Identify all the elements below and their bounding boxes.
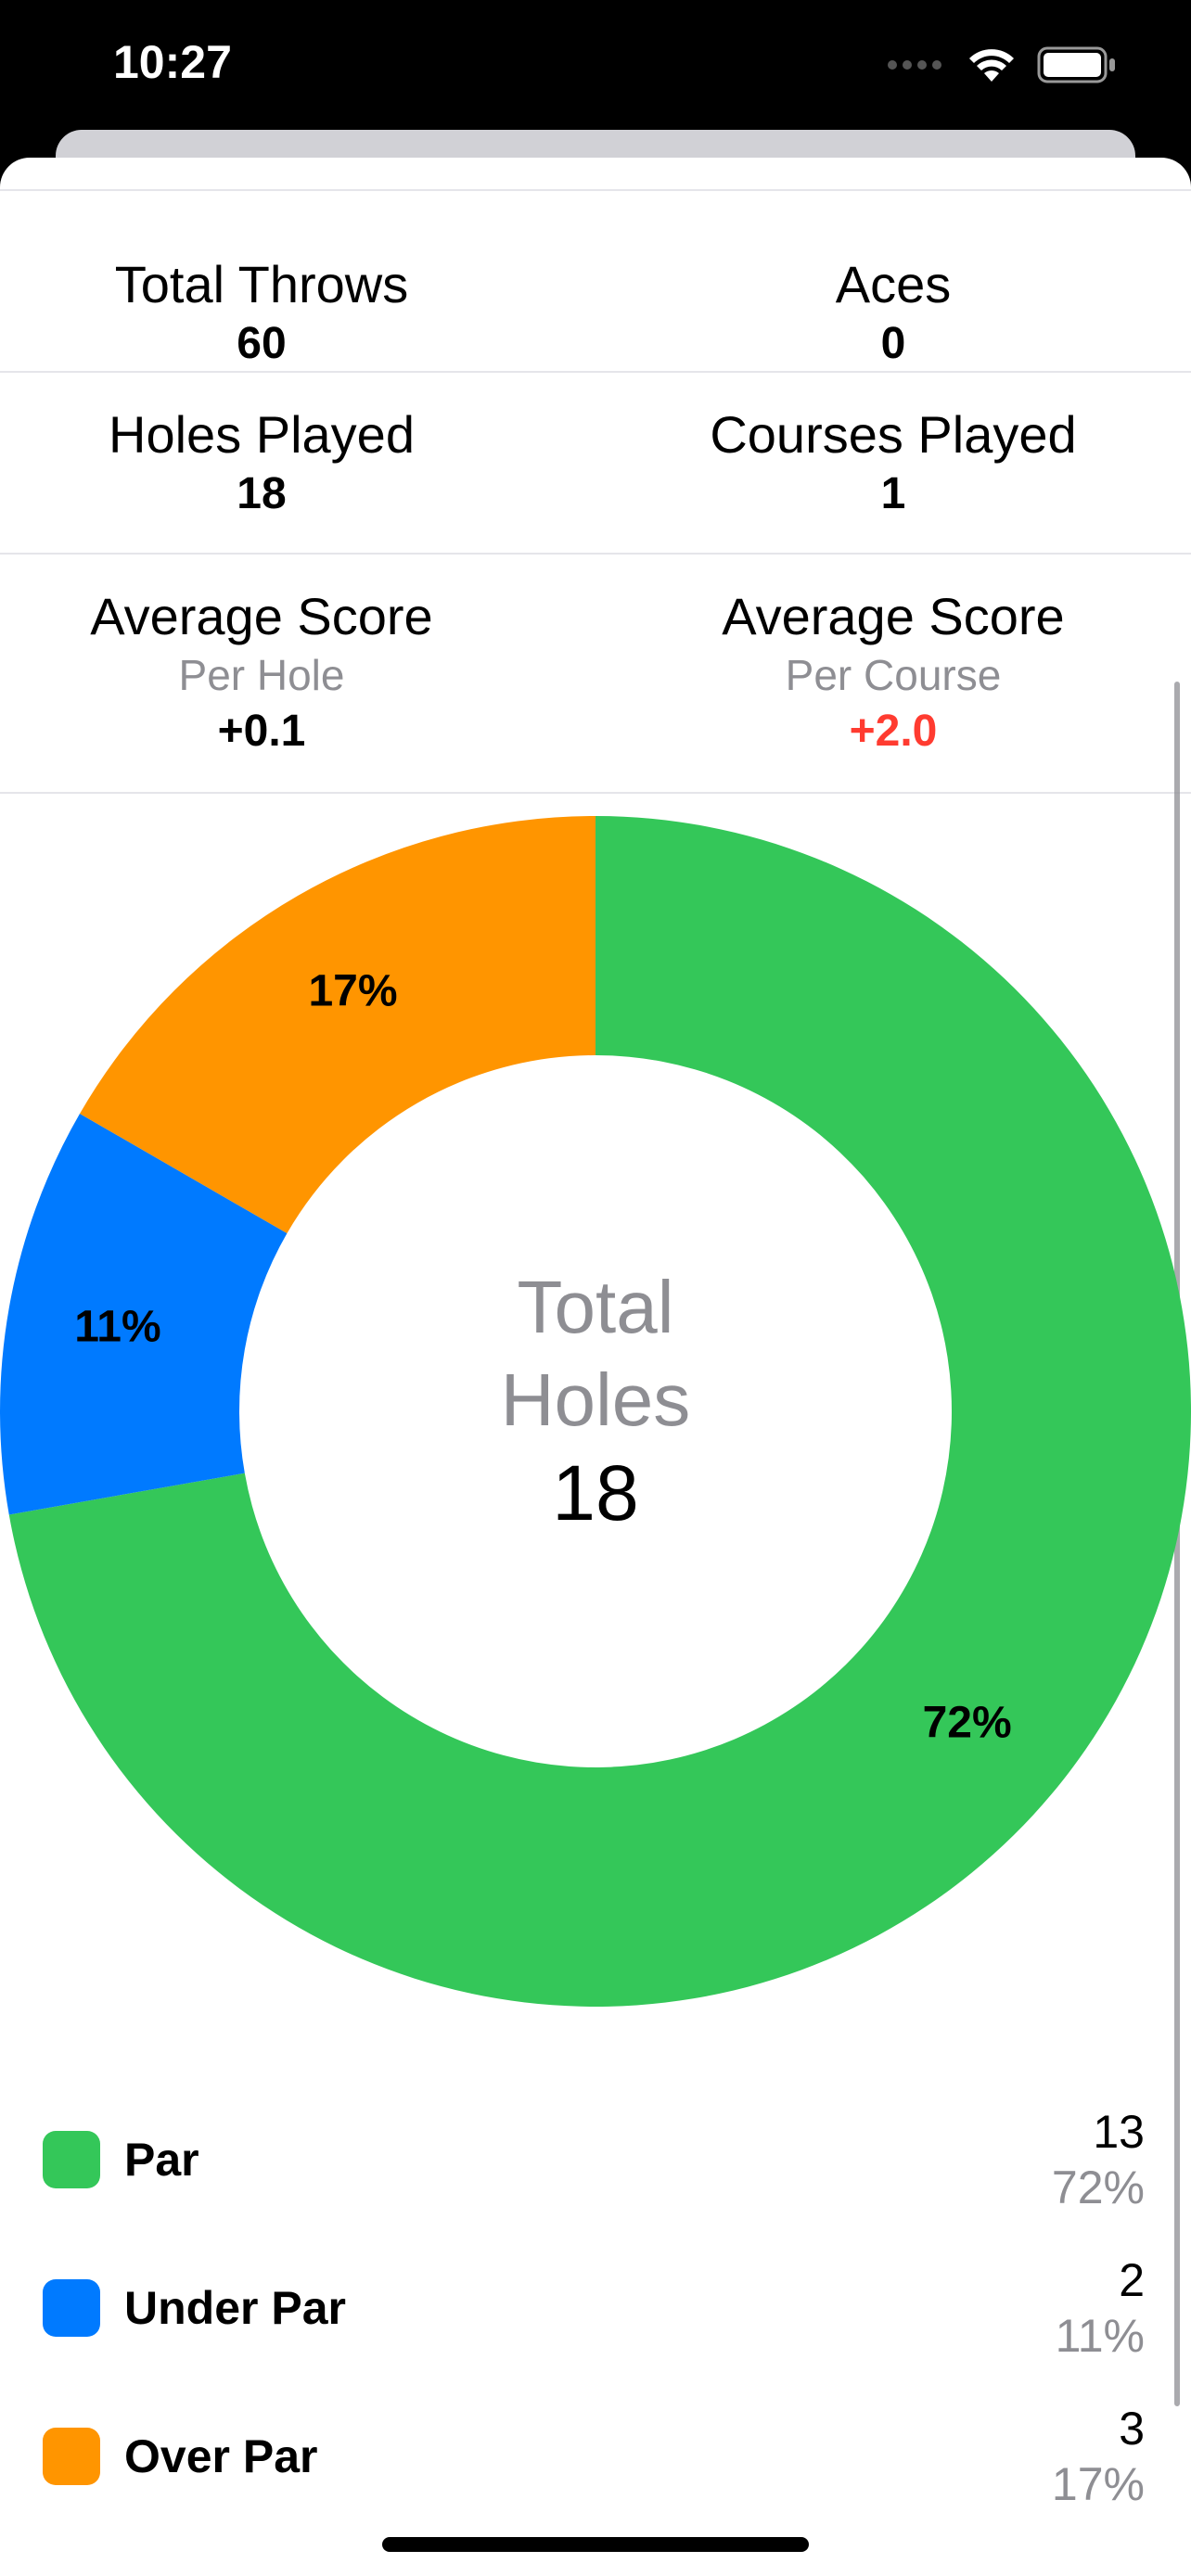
stat-title: Average Score <box>722 587 1065 645</box>
donut-slice-over-par[interactable] <box>80 816 596 1233</box>
donut-chart <box>0 816 1191 2007</box>
stat-value: +2.0 <box>849 707 938 756</box>
stat-title: Aces <box>835 255 952 313</box>
stat-row-averages: Average Score Per Hole +0.1 Average Scor… <box>0 553 1191 794</box>
stat-value: 18 <box>237 469 287 518</box>
stat-title: Courses Played <box>710 405 1077 464</box>
slice-label: 72% <box>922 1698 1012 1748</box>
signal-dots-icon <box>888 60 941 70</box>
legend-row-par: Par 13 72% <box>0 2096 1191 2235</box>
legend-count: 2 <box>1119 2254 1145 2306</box>
stat-value: 60 <box>237 319 287 368</box>
status-bar: 10:27 <box>0 0 1191 148</box>
legend-swatch <box>43 2428 100 2485</box>
center-label-line1: Total <box>517 1266 674 1348</box>
slice-label: 17% <box>308 966 398 1016</box>
battery-icon <box>1037 46 1115 83</box>
home-indicator[interactable] <box>382 2537 809 2552</box>
scroll-indicator[interactable] <box>1174 682 1180 2406</box>
stat-value: 0 <box>880 319 906 368</box>
donut-center: Total Holes 18 <box>410 1261 781 1539</box>
legend-label: Par <box>124 2134 199 2186</box>
stat-value: +0.1 <box>217 707 306 756</box>
wifi-icon <box>969 49 1014 82</box>
legend-percent: 72% <box>1051 2162 1145 2213</box>
status-time: 10:27 <box>113 36 232 88</box>
legend-row-over-par: Over Par 3 17% <box>0 2392 1191 2531</box>
legend-count: 13 <box>1093 2106 1145 2158</box>
stat-title: Total Throws <box>114 255 409 313</box>
center-value: 18 <box>552 1449 639 1537</box>
legend-swatch <box>43 2279 100 2337</box>
donut-slice-par[interactable] <box>8 816 1191 2007</box>
stat-value: 1 <box>880 469 906 518</box>
status-icons <box>887 46 1117 83</box>
stat-avg-per-course: Average Score Per Course +2.0 <box>596 555 1191 792</box>
stat-title: Holes Played <box>109 405 415 464</box>
donut-slice-under-par[interactable] <box>0 1114 288 1515</box>
legend-percent: 11% <box>1055 2310 1145 2362</box>
legend-percent: 17% <box>1051 2458 1145 2510</box>
slice-label: 11% <box>74 1302 161 1352</box>
stat-row-throws-aces: Total Throws 60 Aces 0 <box>0 189 1191 373</box>
stat-subtitle: Per Hole <box>178 651 345 699</box>
stat-avg-per-hole: Average Score Per Hole +0.1 <box>0 555 596 792</box>
legend-row-under-par: Under Par 2 11% <box>0 2244 1191 2383</box>
center-label-line2: Holes <box>500 1358 691 1441</box>
legend-count: 3 <box>1119 2403 1145 2455</box>
legend-swatch <box>43 2131 100 2188</box>
stat-title: Average Score <box>90 587 433 645</box>
stat-aces: Aces 0 <box>596 191 1191 373</box>
stat-holes-played: Holes Played 18 <box>0 373 596 555</box>
stat-row-holes-courses: Holes Played 18 Courses Played 1 <box>0 371 1191 555</box>
stat-courses-played: Courses Played 1 <box>596 373 1191 555</box>
stat-subtitle: Per Course <box>785 651 1002 699</box>
legend-label: Over Par <box>124 2430 318 2482</box>
legend-label: Under Par <box>124 2282 346 2334</box>
stat-total-throws: Total Throws 60 <box>0 191 596 373</box>
